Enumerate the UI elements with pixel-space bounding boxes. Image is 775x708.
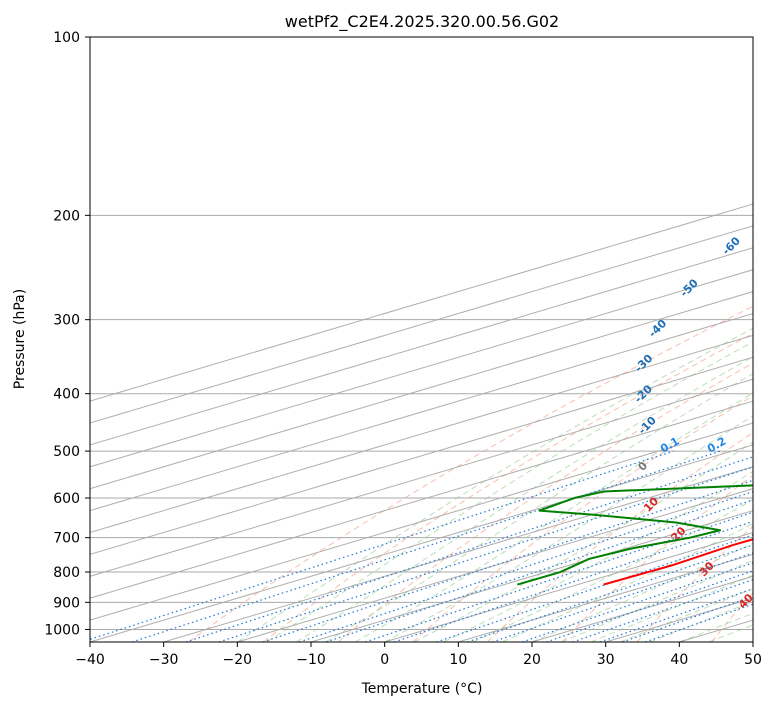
mixing-ratio-line	[492, 552, 753, 642]
y-tick-label: 600	[53, 491, 80, 507]
x-axis-label: Temperature (°C)	[361, 681, 483, 697]
y-tick-label: 300	[53, 313, 80, 329]
moist-adiabat-line	[237, 327, 753, 642]
dry-adiabat-label: -50	[678, 276, 701, 299]
dry-adiabat-label: -60	[720, 234, 743, 257]
plot-frame	[89, 36, 754, 643]
isotherm-line	[384, 531, 753, 642]
chart-title: wetPf2_C2E4.2025.320.00.56.G02	[285, 12, 559, 32]
isotherm-line	[90, 269, 753, 468]
isotherm-line	[90, 400, 753, 599]
dry-adiabat-line	[337, 362, 753, 642]
moist-adiabat-line	[413, 441, 753, 642]
mixing-ratio-line	[90, 450, 674, 640]
dry-adiabat-label: -10	[636, 414, 659, 437]
isotherm-line	[90, 422, 753, 621]
x-tick-label: −30	[149, 652, 179, 668]
x-tick-label: −10	[296, 652, 326, 668]
dry-adiabat-label: -30	[632, 351, 655, 374]
dry-adiabat-line	[561, 474, 753, 642]
moist-adiabat-line	[384, 415, 753, 642]
mixing-ratio-label: 0.4	[755, 434, 775, 455]
y-tick-label: 700	[53, 531, 80, 547]
mixing-ratio-line	[325, 499, 753, 642]
dry-adiabat-label: -20	[632, 382, 655, 405]
dry-adiabat-line	[188, 305, 753, 642]
isotherm-line	[90, 225, 753, 424]
x-tick-label: 50	[744, 652, 762, 668]
y-tick-label: 900	[53, 595, 80, 611]
isotherm-line	[90, 444, 753, 642]
y-tick-label: 100	[53, 30, 80, 46]
mixing-ratio-line	[218, 466, 753, 642]
dry-adiabat-line	[263, 332, 753, 642]
dry-adiabat-line	[711, 591, 753, 642]
x-tick-label: 10	[449, 652, 467, 668]
mixing-ratio-label: 0.1	[658, 435, 681, 456]
x-tick-label: 20	[523, 652, 541, 668]
moist-adiabat-line	[266, 341, 753, 642]
isotherm-line	[163, 466, 753, 642]
isotherm-line	[90, 203, 753, 402]
mixing-ratio-line	[467, 544, 753, 642]
moist-adiabat-line	[531, 542, 753, 642]
x-tick-label: 30	[597, 652, 615, 668]
moist-adiabat-line	[679, 612, 753, 642]
isotherm-line	[90, 334, 753, 534]
mixing-ratio-line	[185, 456, 753, 642]
moist-adiabat-line	[708, 624, 753, 642]
y-tick-label: 800	[53, 565, 80, 581]
y-axis-label: Pressure (hPa)	[12, 289, 28, 389]
moist-adiabat-line	[354, 392, 753, 642]
isotherm-line	[90, 312, 753, 512]
isotherm-line	[679, 619, 753, 642]
isotherm-line	[90, 378, 753, 577]
mixing-ratio-line	[436, 534, 753, 642]
isotherm-line	[90, 247, 753, 446]
x-tick-label: 40	[670, 652, 688, 668]
x-tick-label: −20	[223, 652, 253, 668]
isotherm-line	[237, 488, 753, 642]
isotherm-line	[90, 356, 753, 555]
dry-adiabat-line	[636, 525, 753, 642]
plot-area: 0.10.20.40.611.52346810131620253036-100-…	[44, 30, 775, 668]
x-tick-label: −40	[75, 652, 105, 668]
mixing-ratio-line	[521, 562, 753, 642]
plot-clip-group: 0.10.20.40.611.52346810131620253036-100-…	[90, 37, 775, 642]
x-tick-label: 0	[380, 652, 389, 668]
dewpoint-profile-line	[517, 484, 753, 586]
mixing-ratio-line	[599, 588, 753, 642]
isotherm-line	[752, 641, 753, 642]
y-tick-label: 1000	[44, 622, 80, 638]
y-tick-label: 200	[53, 208, 80, 224]
y-tick-label: 500	[53, 444, 80, 460]
mixing-ratio-line	[572, 578, 753, 642]
mixing-ratio-line	[365, 511, 753, 642]
isotherm-line	[90, 291, 753, 490]
isotherm-line	[310, 510, 753, 642]
mixing-ratio-line	[299, 490, 753, 642]
y-tick-label: 400	[53, 387, 80, 403]
mixing-ratio-label: 0.2	[705, 435, 728, 456]
mixing-ratio-line	[546, 570, 753, 642]
moist-adiabat-line	[325, 372, 753, 642]
moist-adiabat-line	[443, 470, 753, 642]
